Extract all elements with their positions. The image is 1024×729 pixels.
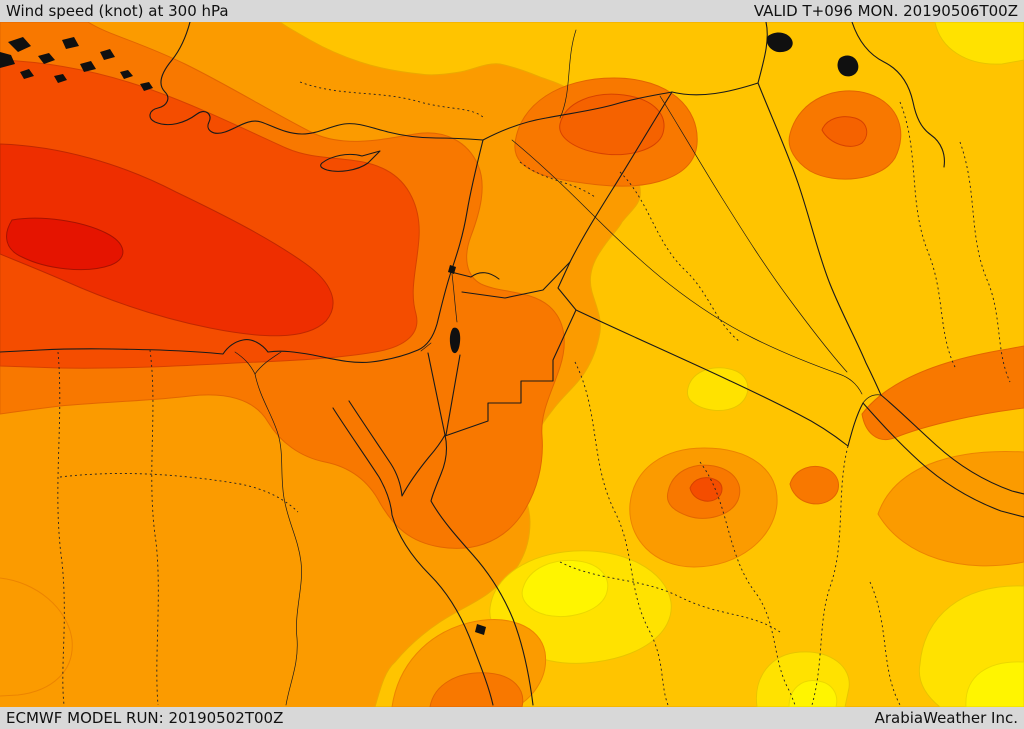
admin-line (699, 461, 796, 706)
syria-jordan-border (461, 261, 571, 299)
lakes-islands (0, 32, 859, 635)
admin-line (559, 561, 781, 633)
contour-band-deepred-jet (6, 217, 124, 271)
iran-iraq-border (757, 82, 882, 396)
lebanon-syria-border (470, 272, 500, 280)
turkey-iraq-border (671, 82, 759, 96)
attribution-label: ArabiaWeather Inc. (874, 709, 1018, 727)
contour-band-brightyellow-bottom (788, 680, 838, 707)
contour-band-darker-topcenter (559, 93, 665, 156)
admin-line (59, 473, 299, 513)
page-title: Wind speed (knot) at 300 hPa (6, 2, 229, 20)
israel-jordan-border (445, 354, 461, 436)
israel-egypt-border (427, 352, 446, 436)
model-run-label: ECMWF MODEL RUN: 20190502T00Z (6, 709, 284, 727)
contour-band-darkorange-eastedge (861, 345, 1024, 440)
contour-band-red-jet (0, 143, 334, 337)
admin-line (899, 101, 956, 368)
persian-gulf-arabia-coast (847, 402, 1024, 518)
admin-boundaries-dotted (57, 81, 1011, 706)
euphrates-river (511, 139, 863, 395)
aegean-islands (0, 37, 153, 91)
jordan-river (451, 273, 458, 323)
gaza-border (420, 342, 432, 352)
red-sea-arabia-coast (430, 434, 534, 706)
contour-band-yellow-small (686, 367, 749, 411)
turkey-coastline (149, 22, 484, 141)
weather-map-area (0, 22, 1024, 707)
contour-ring-bottomleft (0, 577, 73, 697)
jordan-iraq-border (557, 261, 577, 311)
cyprus-outline (320, 150, 381, 172)
jordan-saudi-border (444, 309, 577, 437)
contour-band-amber (279, 22, 1024, 707)
contour-band-brightyellow-center (521, 559, 609, 617)
lake-urmia (837, 55, 859, 77)
admin-line (57, 351, 65, 706)
admin-line (299, 81, 484, 118)
red-sea-africa-coast (332, 407, 494, 706)
weather-map (0, 22, 1024, 707)
syria-iraq-border (569, 91, 673, 263)
footer-bar: ECMWF MODEL RUN: 20190502T00Z ArabiaWeat… (0, 707, 1024, 729)
contour-band-redorange-core-right (689, 477, 723, 502)
admin-line (869, 581, 901, 706)
contour-band-yellow-topright (934, 22, 1024, 65)
dead-sea (449, 327, 461, 354)
nile-delta-west-branch (234, 351, 256, 375)
persian-gulf-iran-coast (880, 394, 1024, 495)
admin-line (149, 349, 159, 706)
valid-time-label: VALID T+096 MON. 20190506T00Z (753, 2, 1018, 20)
header-bar: Wind speed (knot) at 300 hPa VALID T+096… (0, 0, 1024, 22)
admin-line (811, 445, 849, 706)
turkey-syria-border (482, 91, 673, 141)
gulf-head (862, 394, 882, 404)
caucasus-borders (851, 22, 945, 168)
nile-river (254, 373, 302, 706)
contour-band-darker-topright (821, 116, 868, 147)
tigris-river (659, 95, 848, 373)
sea-of-galilee (448, 265, 456, 274)
contour-band-darkorange-bottom (429, 672, 524, 707)
iraq-saudi-border (575, 309, 849, 447)
nile-delta-east-branch (254, 351, 282, 375)
red-sea-island (475, 624, 486, 635)
turkey-iran-border (757, 22, 768, 84)
sinai-coastline (348, 400, 446, 497)
israel-lebanon-border (450, 271, 472, 278)
lake-van (766, 32, 793, 53)
contour-band-darkorange-small-east (789, 466, 839, 505)
turkey-river (559, 29, 577, 119)
